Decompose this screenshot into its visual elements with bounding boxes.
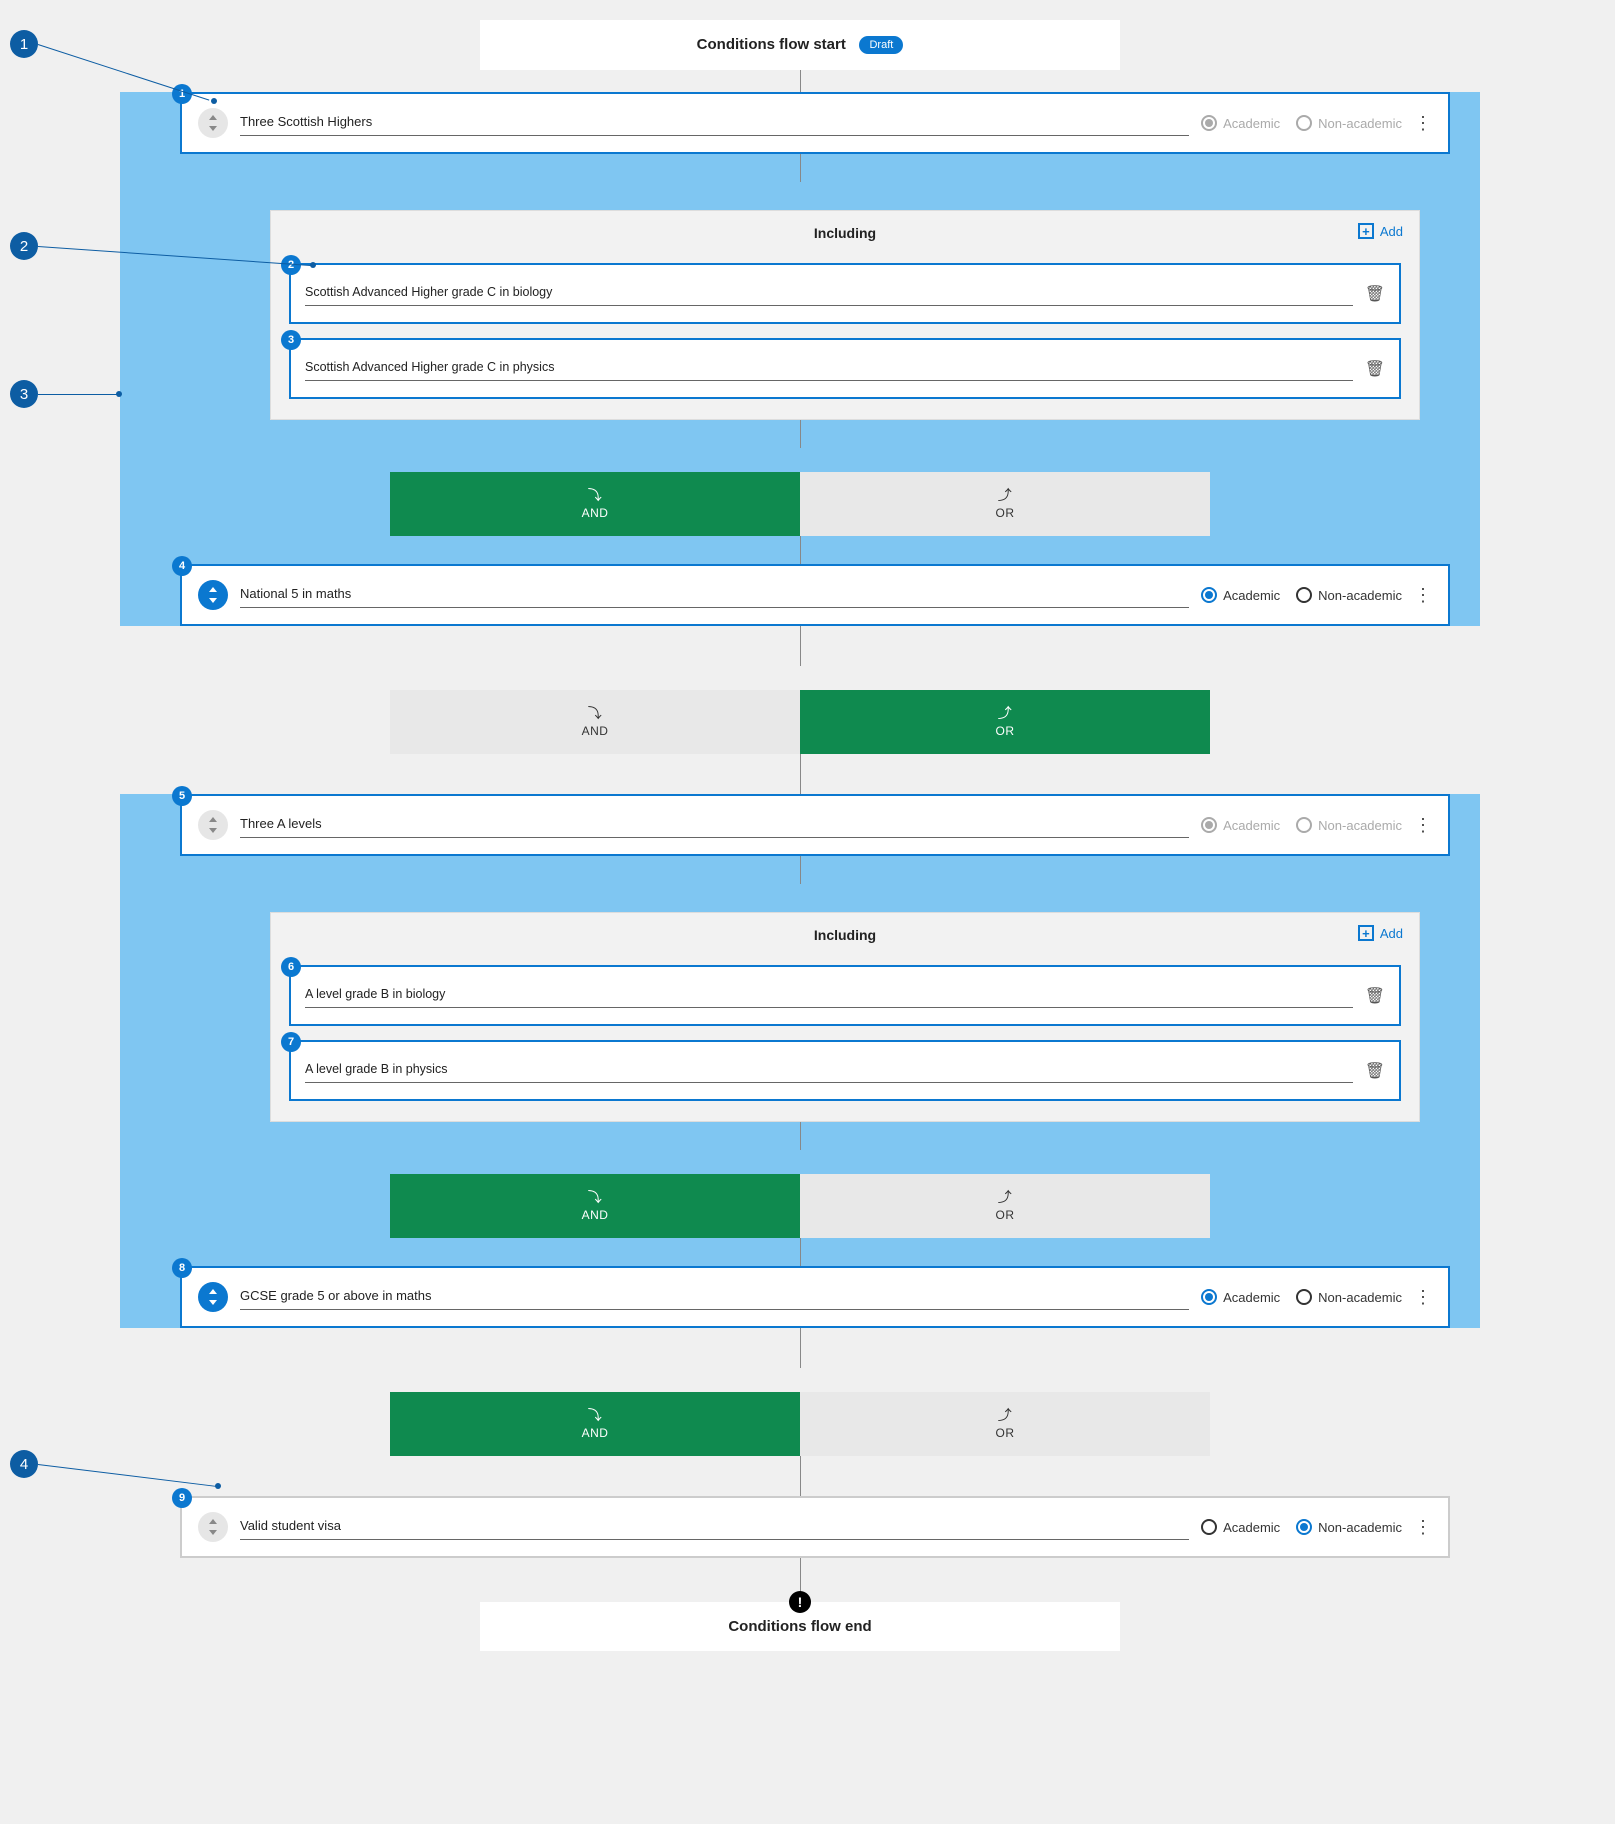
radio-academic[interactable]: Academic — [1201, 1519, 1280, 1535]
radio-non-academic[interactable]: Non-academic — [1296, 1289, 1402, 1305]
split-icon: ⤴ — [998, 706, 1013, 720]
including-panel: Including + Add 2 Scottish Advanced High… — [270, 210, 1420, 420]
or-button[interactable]: ⤴ OR — [800, 472, 1210, 536]
card-number-badge: 4 — [172, 556, 192, 576]
including-text[interactable]: A level grade B in biology — [305, 983, 1353, 1008]
condition-text[interactable]: GCSE grade 5 or above in maths — [240, 1284, 1189, 1310]
annotation-4: 4 — [10, 1450, 38, 1478]
including-text[interactable]: Scottish Advanced Higher grade C in phys… — [305, 356, 1353, 381]
radio-academic[interactable]: Academic — [1201, 817, 1280, 833]
card-number-badge: 9 — [172, 1488, 192, 1508]
including-title: Including — [814, 225, 876, 241]
and-button[interactable]: ⤵ AND — [390, 1174, 800, 1238]
warning-icon: ! — [789, 1591, 811, 1613]
condition-text[interactable]: Valid student visa — [240, 1514, 1189, 1540]
radio-non-academic[interactable]: Non-academic — [1296, 1519, 1402, 1535]
kebab-menu-icon[interactable]: ⋮ — [1414, 816, 1432, 834]
including-item: 6 A level grade B in biology 🗑 — [289, 965, 1401, 1026]
including-panel: Including + Add 6 A level grade B in bio… — [270, 912, 1420, 1122]
split-icon: ⤴ — [998, 1408, 1013, 1422]
card-number-badge: 7 — [281, 1032, 301, 1052]
condition-card: 9 Valid student visa Academic Non-academ… — [180, 1496, 1450, 1558]
condition-text[interactable]: National 5 in maths — [240, 582, 1189, 608]
condition-card: 4 National 5 in maths Academic Non-acade… — [180, 564, 1450, 626]
and-button[interactable]: ⤵ AND — [390, 690, 800, 754]
plus-icon: + — [1358, 223, 1374, 239]
drag-handle-icon[interactable] — [198, 810, 228, 840]
or-button[interactable]: ⤴ OR — [800, 1174, 1210, 1238]
and-button[interactable]: ⤵ AND — [390, 1392, 800, 1456]
split-icon: ⤴ — [998, 488, 1013, 502]
or-button[interactable]: ⤴ OR — [800, 690, 1210, 754]
annotation-2: 2 — [10, 232, 38, 260]
drag-handle-icon[interactable] — [198, 1282, 228, 1312]
including-item: 3 Scottish Advanced Higher grade C in ph… — [289, 338, 1401, 399]
including-title: Including — [814, 927, 876, 943]
radio-academic[interactable]: Academic — [1201, 587, 1280, 603]
radio-non-academic[interactable]: Non-academic — [1296, 817, 1402, 833]
category-radios: Academic Non-academic — [1201, 587, 1402, 603]
card-number-badge: 6 — [281, 957, 301, 977]
flow-start-title: Conditions flow start — [697, 36, 846, 53]
after-andor-row: ⤵ AND ⤴ OR — [390, 1392, 1210, 1456]
card-number-badge: 8 — [172, 1258, 192, 1278]
inner-andor-row: ⤵ AND ⤴ OR — [390, 472, 1210, 536]
and-group-2: 5 Three A levels Academic Non-academic ⋮ — [120, 794, 1480, 1328]
radio-non-academic[interactable]: Non-academic — [1296, 115, 1402, 131]
condition-text[interactable]: Three A levels — [240, 812, 1189, 838]
category-radios: Academic Non-academic — [1201, 1519, 1402, 1535]
add-including-button[interactable]: + Add — [1358, 925, 1403, 941]
or-button[interactable]: ⤴ OR — [800, 1392, 1210, 1456]
card-number-badge: 3 — [281, 330, 301, 350]
including-item: 7 A level grade B in physics 🗑 — [289, 1040, 1401, 1101]
flow-end-box: ! Conditions flow end — [480, 1602, 1120, 1651]
delete-icon[interactable]: 🗑 — [1365, 284, 1385, 304]
inner-andor-row: ⤵ AND ⤴ OR — [390, 1174, 1210, 1238]
card-number-badge: 5 — [172, 786, 192, 806]
delete-icon[interactable]: 🗑 — [1365, 359, 1385, 379]
drag-handle-icon[interactable] — [198, 108, 228, 138]
flow-end-title: Conditions flow end — [728, 1618, 871, 1635]
and-group-1: 1 Three Scottish Highers Academic Non-ac… — [120, 92, 1480, 626]
merge-icon: ⤵ — [588, 1190, 603, 1204]
condition-text[interactable]: Three Scottish Highers — [240, 110, 1189, 136]
radio-academic[interactable]: Academic — [1201, 115, 1280, 131]
draft-badge: Draft — [859, 36, 903, 54]
kebab-menu-icon[interactable]: ⋮ — [1414, 1518, 1432, 1536]
category-radios: Academic Non-academic — [1201, 1289, 1402, 1305]
kebab-menu-icon[interactable]: ⋮ — [1414, 1288, 1432, 1306]
delete-icon[interactable]: 🗑 — [1365, 986, 1385, 1006]
merge-icon: ⤵ — [588, 488, 603, 502]
and-button[interactable]: ⤵ AND — [390, 472, 800, 536]
annotation-1: 1 — [10, 30, 38, 58]
delete-icon[interactable]: 🗑 — [1365, 1061, 1385, 1081]
annotation-3: 3 — [10, 380, 38, 408]
radio-academic[interactable]: Academic — [1201, 1289, 1280, 1305]
add-including-button[interactable]: + Add — [1358, 223, 1403, 239]
merge-icon: ⤵ — [588, 706, 603, 720]
plus-icon: + — [1358, 925, 1374, 941]
condition-card: 8 GCSE grade 5 or above in maths Academi… — [180, 1266, 1450, 1328]
including-text[interactable]: Scottish Advanced Higher grade C in biol… — [305, 281, 1353, 306]
flow-start-box: Conditions flow start Draft — [480, 20, 1120, 70]
drag-handle-icon[interactable] — [198, 1512, 228, 1542]
kebab-menu-icon[interactable]: ⋮ — [1414, 114, 1432, 132]
merge-icon: ⤵ — [588, 1408, 603, 1422]
split-icon: ⤴ — [998, 1190, 1013, 1204]
condition-card: 5 Three A levels Academic Non-academic ⋮ — [180, 794, 1450, 856]
including-text[interactable]: A level grade B in physics — [305, 1058, 1353, 1083]
category-radios: Academic Non-academic — [1201, 115, 1402, 131]
radio-non-academic[interactable]: Non-academic — [1296, 587, 1402, 603]
including-item: 2 Scottish Advanced Higher grade C in bi… — [289, 263, 1401, 324]
drag-handle-icon[interactable] — [198, 580, 228, 610]
category-radios: Academic Non-academic — [1201, 817, 1402, 833]
between-andor-row: ⤵ AND ⤴ OR — [390, 690, 1210, 754]
condition-card: 1 Three Scottish Highers Academic Non-ac… — [180, 92, 1450, 154]
kebab-menu-icon[interactable]: ⋮ — [1414, 586, 1432, 604]
